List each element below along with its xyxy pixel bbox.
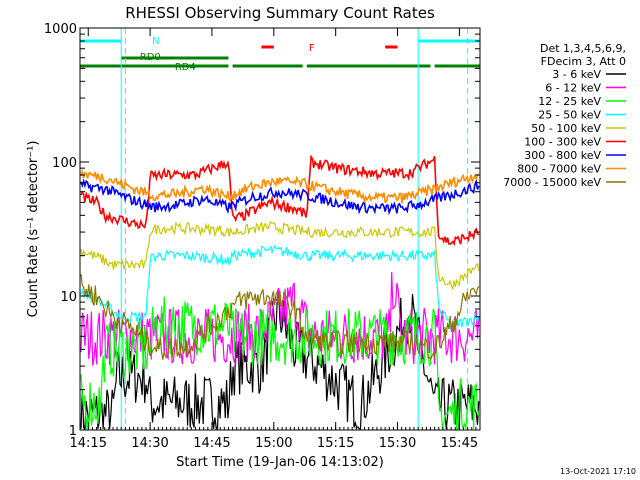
legend-label-12-25-kev: 12 - 25 keV (538, 95, 601, 108)
series-line-50-100-kev (80, 220, 480, 290)
legend-label-50-100-kev: 50 - 100 keV (531, 122, 601, 135)
legend-header-line-0: Det 1,3,4,5,6,9, (540, 42, 626, 55)
y-tick-label-100: 100 (52, 156, 77, 171)
y-tick-label-10: 10 (60, 290, 77, 305)
legend-header-line-1: FDecim 3, Att 0 (541, 55, 626, 68)
chart-title: RHESSI Observing Summary Count Rates (125, 4, 435, 22)
series-lines (80, 154, 480, 431)
generation-timestamp: 13-Oct-2021 17:10 (560, 467, 636, 476)
series-line-100-300-kev (80, 154, 480, 247)
legend-label-7000-15000-kev: 7000 - 15000 keV (503, 176, 601, 189)
x-tick-label-1415: 14:15 (70, 436, 107, 451)
y-axis-label: Count Rate (s⁻¹ detector⁻¹) (26, 141, 41, 318)
x-axis-label: Start Time (19-Jan-06 14:13:02) (176, 455, 384, 470)
series-line-25-50-kev (80, 244, 480, 330)
axes: 14:15 14:30 14:45 15:00 15:15 15:30 15:45 1 10 10… (44, 22, 480, 451)
annotation-f: F (309, 43, 315, 54)
annotation-rd4: RD4 (175, 62, 196, 73)
series-line-800-7000-kev (80, 168, 480, 204)
y-tick-label-1: 1 (69, 424, 77, 439)
series-line-7000-15000-kev (80, 274, 480, 361)
x-tick-label-1430: 14:30 (131, 436, 168, 451)
y-tick-label-1000: 1000 (44, 22, 77, 37)
plot-frame (79, 27, 481, 431)
series-line-3-6-kev (80, 288, 480, 431)
series-line-300-800-kev (80, 178, 480, 216)
annotation-rd0: RD0 (140, 52, 161, 63)
x-tick-label-1545: 15:45 (441, 436, 478, 451)
legend: Det 1,3,4,5,6,9,FDecim 3, Att 03 - 6 keV… (503, 42, 626, 189)
x-tick-label-1500: 15:00 (255, 436, 292, 451)
x-tick-label-1445: 14:45 (193, 436, 230, 451)
legend-label-800-7000-kev: 800 - 7000 keV (517, 163, 601, 176)
legend-label-300-800-kev: 300 - 800 keV (524, 149, 601, 162)
x-tick-label-1515: 15:15 (317, 436, 354, 451)
legend-label-3-6-kev: 3 - 6 keV (552, 68, 601, 81)
status-bars: N RD0 RD4 F (80, 28, 480, 430)
legend-label-100-300-kev: 100 - 300 keV (524, 136, 601, 149)
series-line-12-25-kev (80, 296, 480, 430)
x-tick-label-1530: 15:30 (379, 436, 416, 451)
annotation-n: N (152, 36, 159, 47)
legend-label-6-12-kev: 6 - 12 keV (545, 82, 601, 95)
legend-label-25-50-kev: 25 - 50 keV (538, 109, 601, 122)
